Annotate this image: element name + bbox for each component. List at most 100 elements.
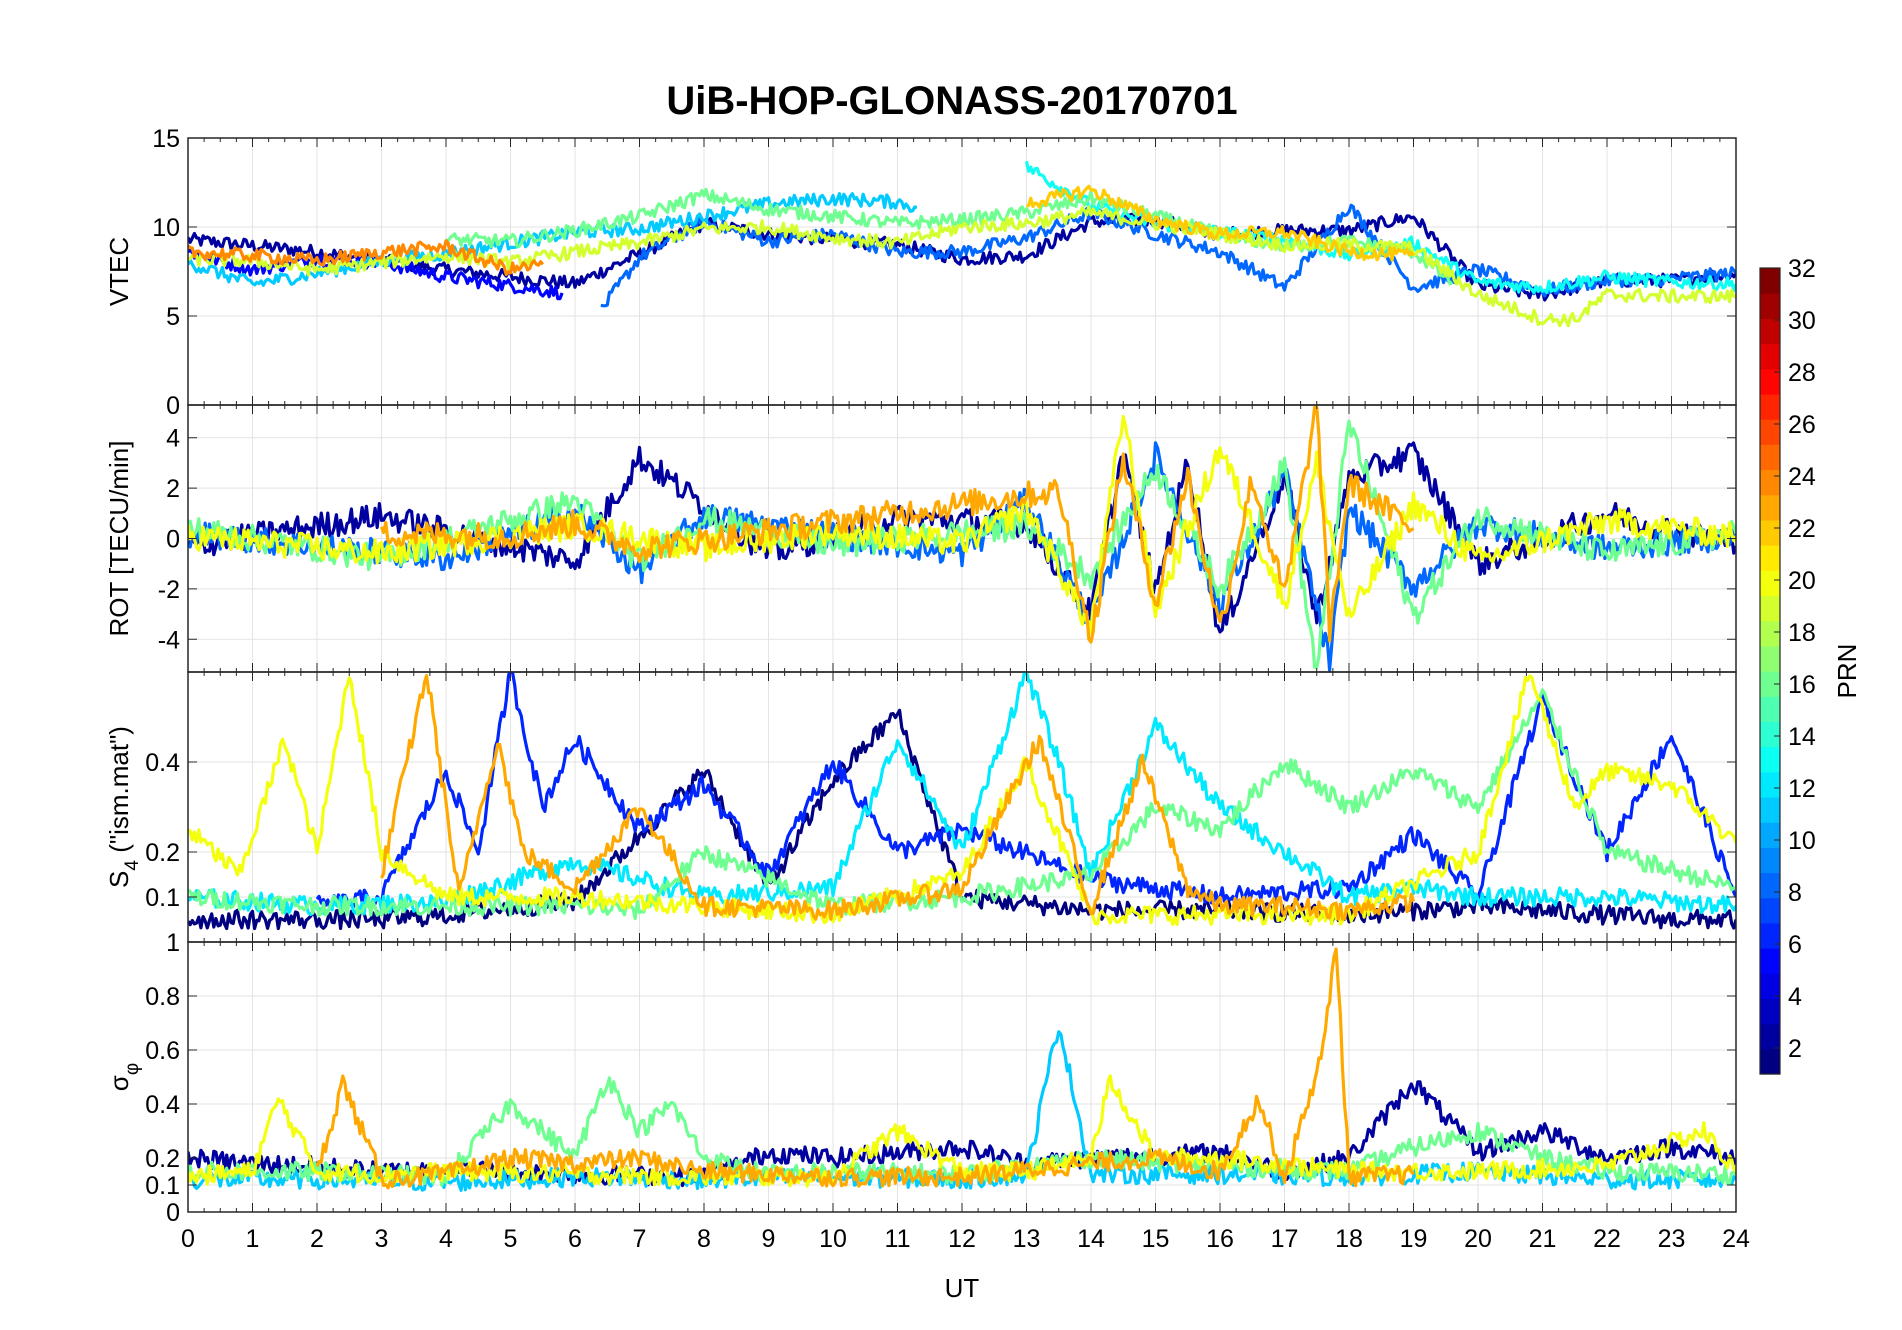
colorbar-tick-label: 22 [1788, 515, 1816, 543]
colorbar-tick-label: 10 [1788, 827, 1816, 855]
y-tick-label: 15 [152, 125, 180, 153]
colorbar-swatch [1760, 897, 1780, 924]
y-tick-label: 0 [166, 1199, 180, 1227]
colorbar-tick-label: 26 [1788, 411, 1816, 439]
y-tick-label: 0.4 [145, 749, 180, 777]
colorbar-swatch [1760, 948, 1780, 974]
colorbar-swatch [1760, 822, 1780, 848]
x-tick-label: 12 [948, 1225, 976, 1253]
x-tick-label: 1 [246, 1225, 260, 1253]
y-tick-label: 5 [166, 303, 180, 331]
colorbar-swatch [1760, 519, 1780, 546]
x-tick-label: 14 [1077, 1225, 1105, 1253]
series-line-prn-23 [380, 674, 1416, 921]
series-line-prn-8 [188, 441, 1736, 672]
series-line-prn-13 [1024, 160, 1736, 294]
s4-panel: 0.1 0.2 0.4S4 ("ism.mat") [104, 671, 1737, 943]
series-group [188, 672, 1736, 931]
colorbar-swatch [1760, 746, 1780, 773]
series-line-prn-5 [188, 248, 564, 301]
x-tick-label: 24 [1722, 1225, 1750, 1253]
y-tick-label: 10 [152, 214, 180, 242]
x-tick-label: 13 [1013, 1225, 1041, 1253]
x-tick-label: 20 [1464, 1225, 1492, 1253]
x-tick-label: 9 [762, 1225, 776, 1253]
colorbar-tick-label: 28 [1788, 359, 1816, 387]
y-axis-label: ROT [TECU/min] [104, 441, 134, 637]
colorbar-tick-label: 16 [1788, 671, 1816, 699]
colorbar-tick-label: 14 [1788, 723, 1816, 751]
y-tick-label: 0.1 [145, 1172, 180, 1200]
series-line-prn-24 [188, 239, 545, 277]
x-tick-label: 17 [1271, 1225, 1299, 1253]
colorbar-swatch [1760, 721, 1780, 748]
y-tick-label: 0.4 [145, 1091, 180, 1119]
colorbar-swatch [1760, 545, 1780, 571]
x-tick-label: 21 [1529, 1225, 1557, 1253]
colorbar-tick-label: 6 [1788, 931, 1802, 959]
colorbar-swatch [1760, 671, 1780, 697]
colorbar-swatch [1760, 998, 1780, 1025]
colorbar-swatch [1760, 696, 1780, 722]
y-tick-label: -2 [158, 576, 180, 604]
colorbar-swatch [1760, 620, 1780, 647]
x-axis-label: UT [945, 1273, 980, 1303]
series-line-prn-20 [188, 674, 1736, 926]
colorbar-swatch [1760, 1023, 1780, 1050]
colorbar-swatch [1760, 343, 1780, 370]
colorbar-swatch [1760, 570, 1780, 597]
chart-title: UiB-HOP-GLONASS-20170701 [666, 79, 1237, 123]
colorbar-swatch [1760, 469, 1780, 496]
series-group [188, 947, 1736, 1192]
y-tick-label: 4 [166, 425, 180, 453]
x-tick-label: 7 [633, 1225, 647, 1253]
x-tick-label: 3 [375, 1225, 389, 1253]
y-tick-label: 0.1 [145, 884, 180, 912]
colorbar-label: PRN [1832, 644, 1862, 699]
y-tick-label: 0.2 [145, 1145, 180, 1173]
rot-panel: -4 -2 0 2 4 ROT [TECU/min] [104, 404, 1737, 673]
series-line-prn-23 [315, 947, 1415, 1190]
series-line-prn-6 [315, 672, 1736, 913]
y-tick-label: 0.2 [145, 839, 180, 867]
colorbar-swatch [1760, 419, 1780, 445]
colorbar-swatch [1760, 973, 1780, 1000]
x-tick-label: 0 [181, 1225, 195, 1253]
y-axis-label: VTEC [104, 237, 134, 306]
colorbar-tick-label: 20 [1788, 567, 1816, 595]
series-line-prn-19 [188, 205, 1736, 328]
series-group [188, 160, 1736, 328]
x-tick-label: 8 [697, 1225, 711, 1253]
colorbar-tick-label: 30 [1788, 307, 1816, 335]
colorbar-swatch [1760, 444, 1780, 471]
x-axis: 0 1 2 3 4 5 6 7 8 9 10 11 12 13 14 15 16 17 18 19 20 21 22 23 24 [181, 1225, 1750, 1253]
colorbar-swatch [1760, 796, 1780, 823]
colorbar-tick-label: 12 [1788, 775, 1816, 803]
y-tick-label: -4 [158, 626, 180, 654]
x-tick-label: 4 [439, 1225, 453, 1253]
x-tick-label: 5 [504, 1225, 518, 1253]
x-tick-label: 16 [1206, 1225, 1234, 1253]
series-line-prn-22 [1026, 184, 1415, 262]
y-tick-label: 2 [166, 475, 180, 503]
colorbar-swatch [1760, 393, 1780, 420]
colorbar-swatch [1760, 922, 1780, 949]
sigma-phi-panel: 00.10.2 0.4 0.6 0.8 1 σφ [104, 929, 1737, 1227]
x-tick-label: 11 [885, 1225, 911, 1253]
colorbar-swatch [1760, 1048, 1780, 1075]
colorbar-tick-label: 24 [1788, 463, 1816, 491]
y-tick-label: 0.6 [145, 1037, 180, 1065]
colorbar-swatch [1760, 368, 1780, 395]
colorbar-swatch [1760, 595, 1780, 622]
colorbar-swatch [1760, 293, 1780, 319]
x-tick-label: 22 [1593, 1225, 1621, 1253]
colorbar-tick-label: 4 [1788, 983, 1802, 1011]
colorbar-tick-label: 8 [1788, 879, 1802, 907]
colorbar-swatch [1760, 847, 1780, 874]
y-tick-label: 1 [166, 929, 180, 957]
x-tick-label: 10 [819, 1225, 847, 1253]
series-group [188, 405, 1736, 672]
y-axis-label: S4 ("ism.mat") [104, 726, 143, 888]
